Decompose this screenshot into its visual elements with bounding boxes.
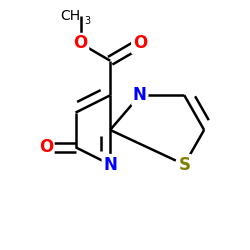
Text: N: N xyxy=(103,156,117,174)
Text: S: S xyxy=(178,156,190,174)
Text: O: O xyxy=(39,138,53,156)
Text: N: N xyxy=(133,86,147,104)
Text: 3: 3 xyxy=(84,16,90,26)
Text: CH: CH xyxy=(60,9,80,23)
Text: O: O xyxy=(74,34,88,52)
Text: O: O xyxy=(133,34,147,52)
